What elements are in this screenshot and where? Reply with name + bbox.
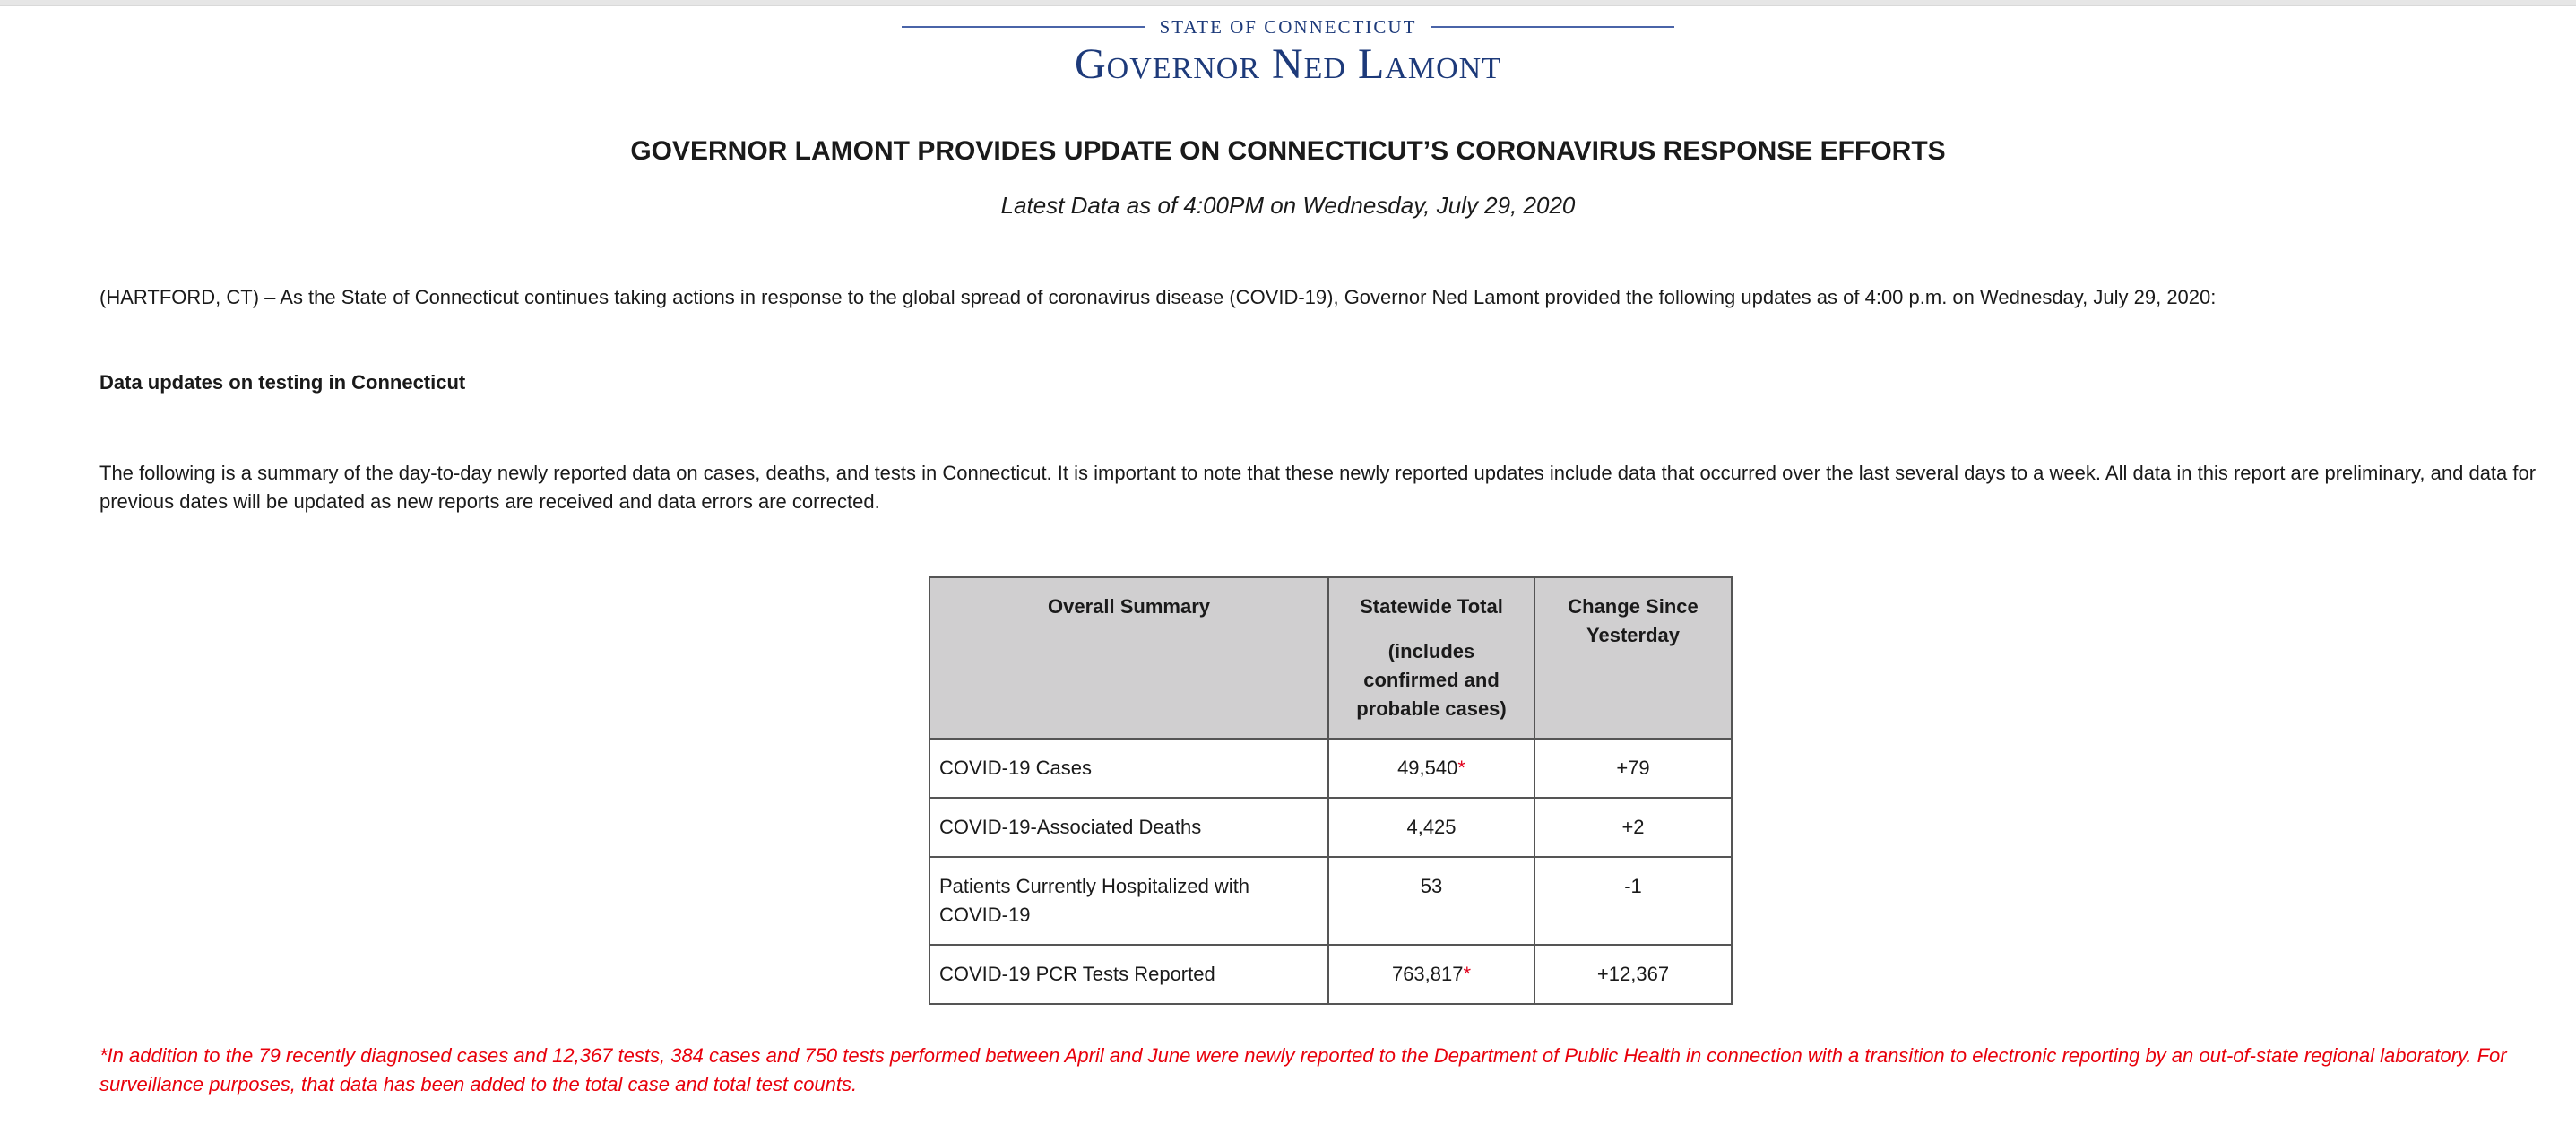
data-timestamp: Latest Data as of 4:00PM on Wednesday, J… <box>1000 192 1576 219</box>
overall-summary-table: Overall Summary Statewide Total (include… <box>929 576 1733 1005</box>
row-label: Patients Currently Hospitalized with COV… <box>929 856 1329 946</box>
header-statewide-total-note: (includes confirmed and probable cases) <box>1356 640 1507 720</box>
header-statewide-total: Statewide Total (includes confirmed and … <box>1327 576 1535 740</box>
governor-name-text: Governor Ned Lamont <box>1075 40 1501 88</box>
table-row: COVID-19-Associated Deaths 4,425 +2 <box>929 797 1733 858</box>
intro-paragraph: (HARTFORD, CT) – As the State of Connect… <box>99 286 2217 308</box>
masthead: STATE OF CONNECTICUT Governor Ned Lamont <box>0 14 2576 90</box>
state-line: STATE OF CONNECTICUT <box>0 14 2576 39</box>
summary-paragraph: The following is a summary of the day-to… <box>99 462 2537 513</box>
header-overall-summary: Overall Summary <box>929 576 1329 740</box>
press-release-headline: GOVERNOR LAMONT PROVIDES UPDATE ON CONNE… <box>630 136 1946 166</box>
rule-right <box>1431 26 1675 28</box>
table-row: COVID-19 PCR Tests Reported 763,817* +12… <box>929 944 1733 1005</box>
row-change: +79 <box>1534 738 1733 799</box>
row-total-value: 4,425 <box>1406 816 1457 838</box>
table-row: Patients Currently Hospitalized with COV… <box>929 856 1733 946</box>
section-title: Data updates on testing in Connecticut <box>99 371 466 394</box>
rule-left <box>901 26 1145 28</box>
state-label: STATE OF CONNECTICUT <box>1159 15 1417 38</box>
asterisk-mark: * <box>1463 963 1472 985</box>
governor-name: Governor Ned Lamont <box>0 39 2576 90</box>
row-label: COVID-19-Associated Deaths <box>929 797 1329 858</box>
row-total: 49,540* <box>1327 738 1535 799</box>
table-header-row: Overall Summary Statewide Total (include… <box>929 576 1733 740</box>
header-change-since-yesterday: Change Since Yesterday <box>1534 576 1733 740</box>
row-label: COVID-19 PCR Tests Reported <box>929 944 1329 1005</box>
row-total-value: 49,540 <box>1397 757 1458 779</box>
footnote: *In addition to the 79 recently diagnose… <box>99 1044 2507 1095</box>
row-total: 763,817* <box>1327 944 1535 1005</box>
row-change: +12,367 <box>1534 944 1733 1005</box>
asterisk-mark: * <box>1457 757 1465 779</box>
row-change: +2 <box>1534 797 1733 858</box>
row-change: -1 <box>1534 856 1733 946</box>
row-total: 53 <box>1327 856 1535 946</box>
row-total-value: 763,817 <box>1391 963 1464 985</box>
browser-top-edge <box>0 0 2576 6</box>
row-total: 4,425 <box>1327 797 1535 858</box>
table-row: COVID-19 Cases 49,540* +79 <box>929 738 1733 799</box>
header-statewide-total-title: Statewide Total <box>1360 595 1503 618</box>
row-label: COVID-19 Cases <box>929 738 1329 799</box>
row-total-value: 53 <box>1420 875 1443 897</box>
